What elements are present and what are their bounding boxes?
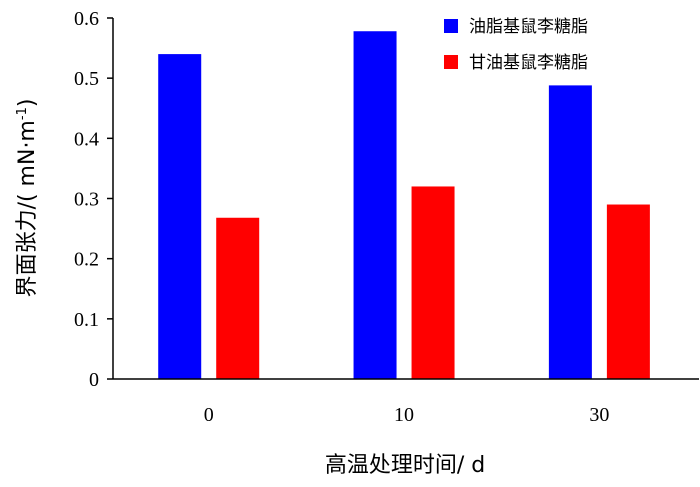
x-ticks-group: 0 10 30 xyxy=(204,404,610,426)
legend-swatch-0 xyxy=(444,19,458,33)
x-tick-label: 30 xyxy=(589,404,609,426)
bar-series0-30 xyxy=(548,85,592,380)
y-axis-title: 界面张力/( mN·m-1) xyxy=(15,99,40,298)
legend-swatch-1 xyxy=(444,55,458,69)
y-tick-label: 0.4 xyxy=(74,128,99,150)
bar-series1-30 xyxy=(606,204,650,379)
x-axis-title: 高温处理时间/ d xyxy=(325,453,485,478)
y-tick-label: 0.6 xyxy=(74,8,99,30)
y-axis-title-superscript: -1 xyxy=(15,107,30,120)
y-ticks-group: 0 0.1 0.2 0.3 0.4 0.5 0.6 xyxy=(74,8,113,391)
bar-series0-10 xyxy=(353,31,397,380)
legend-label-1: 甘油基鼠李糖脂 xyxy=(469,53,588,73)
x-tick-label: 10 xyxy=(394,404,414,426)
y-axis-title-close: ) xyxy=(15,99,40,108)
legend-label-0: 油脂基鼠李糖脂 xyxy=(469,17,588,37)
y-tick-label: 0.5 xyxy=(74,68,99,90)
y-tick-label: 0.1 xyxy=(74,309,99,331)
y-axis-title-main: 界面张力/( mN·m xyxy=(15,120,40,297)
y-tick-label: 0 xyxy=(89,369,99,391)
bar-series0-0 xyxy=(158,54,202,379)
x-tick-label: 0 xyxy=(204,404,214,426)
bar-series1-10 xyxy=(411,186,455,379)
bar-series1-0 xyxy=(216,217,260,379)
y-tick-label: 0.3 xyxy=(74,189,99,211)
bars-group xyxy=(158,31,650,380)
y-tick-label: 0.2 xyxy=(74,249,99,271)
